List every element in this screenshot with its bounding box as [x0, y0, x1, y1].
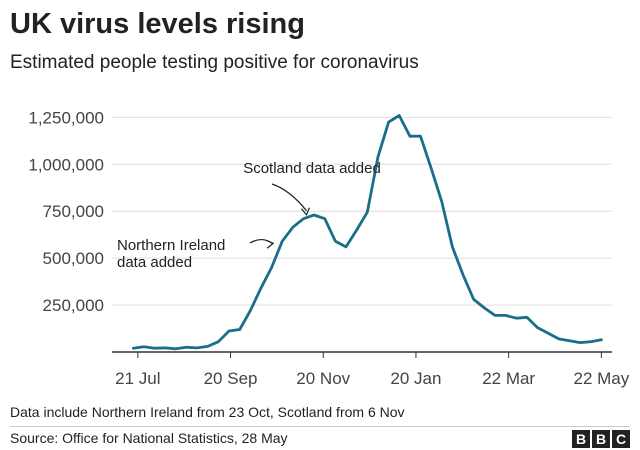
chart-subtitle: Estimated people testing positive for co…	[10, 52, 419, 73]
grid-layer	[112, 116, 612, 306]
y-tick-label: 1,000,000	[28, 155, 104, 174]
annotations-layer: Scotland data added Northern Ireland data …	[117, 160, 381, 271]
annotation-arrowhead	[301, 207, 311, 216]
annotation-arrow	[271, 183, 307, 212]
annotation-line: data added	[117, 254, 192, 271]
y-tick-label: 1,250,000	[28, 108, 104, 127]
line-chart: 250,000500,000750,0001,000,0001,250,000 …	[28, 108, 630, 388]
x-tick-label: 20 Sep	[204, 369, 258, 388]
x-tick-label: 22 Mar	[482, 369, 535, 388]
logo-letter: C	[612, 430, 630, 448]
y-tick-label: 250,000	[43, 296, 104, 315]
x-tick-label: 20 Nov	[296, 369, 350, 388]
x-axis: 21 Jul 20 Sep 20 Nov 20 Jan 22 Mar 22 May	[112, 351, 630, 388]
y-tick-label: 500,000	[43, 249, 104, 268]
x-tick-label: 20 Jan	[390, 369, 441, 388]
x-tick-label: 21 Jul	[115, 369, 160, 388]
data-footnote: Data include Northern Ireland from 23 Oc…	[10, 404, 405, 420]
bbc-logo: B B C	[572, 430, 630, 448]
source-credit: Source: Office for National Statistics, …	[10, 430, 288, 446]
series-layer	[131, 114, 603, 351]
series-line	[131, 114, 603, 351]
y-tick-label: 750,000	[43, 202, 104, 221]
annotation-line: Northern Ireland	[117, 237, 225, 254]
y-axis: 250,000 500,000 750,000 1,000,000 1,250,000	[28, 108, 104, 315]
page-title: UK virus levels rising	[10, 8, 305, 40]
annotation-northern-ireland: Northern Ireland data added	[117, 237, 225, 271]
logo-letter: B	[592, 430, 610, 448]
annotation-arrowhead	[265, 239, 275, 249]
logo-letter: B	[572, 430, 590, 448]
x-tick-label: 22 May	[573, 369, 629, 388]
annotation-scotland: Scotland data added	[243, 160, 381, 177]
footer-divider	[10, 426, 630, 427]
